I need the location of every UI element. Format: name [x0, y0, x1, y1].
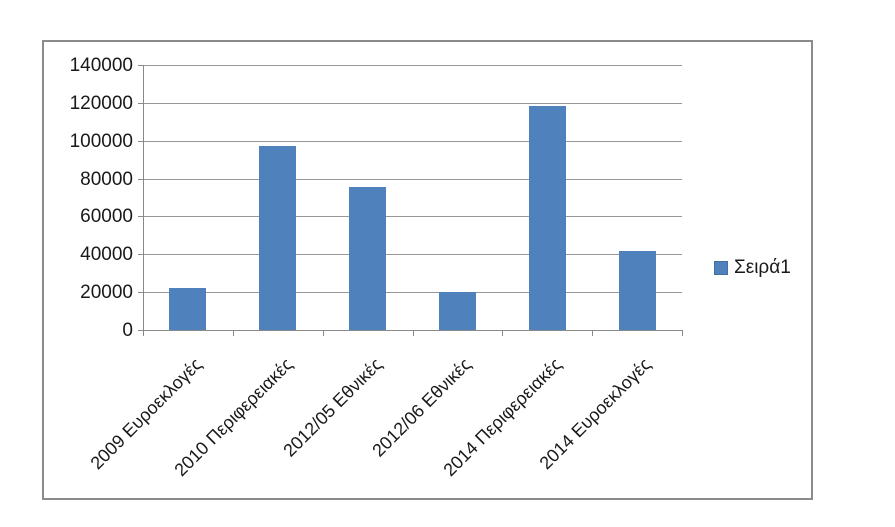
y-axis-tick-label: 80000 [80, 169, 133, 190]
y-axis-tick [138, 292, 143, 293]
y-axis-tick-label: 40000 [80, 244, 133, 265]
bar-2012/06 Εθνικές[interactable] [439, 292, 476, 330]
legend[interactable]: Σειρά1 [714, 256, 791, 280]
y-axis-tick-label: 20000 [80, 282, 133, 303]
x-axis-tick [682, 331, 683, 336]
gridline [143, 103, 682, 104]
y-axis-tick [138, 254, 143, 255]
x-axis-tick [233, 331, 234, 336]
y-axis-tick-label: 0 [122, 320, 133, 341]
bar-2014 Ευροεκλογές[interactable] [619, 251, 656, 330]
y-axis-tick [138, 179, 143, 180]
x-axis-tick [143, 331, 144, 336]
chart-frame: Σειρά1 0 20000 40000 60000 80000 100000 120000… [42, 40, 813, 500]
plot-area[interactable] [143, 65, 682, 330]
gridline [143, 65, 682, 66]
gridline [143, 216, 682, 217]
y-axis-tick-label: 140000 [69, 55, 133, 76]
y-axis-tick [138, 330, 143, 331]
x-axis-tick [413, 331, 414, 336]
y-axis-tick [138, 103, 143, 104]
legend-marker-icon [714, 261, 728, 275]
y-axis-line [143, 65, 144, 331]
x-axis-tick [592, 331, 593, 336]
y-axis-tick [138, 141, 143, 142]
bar-2012/05 Εθνικές[interactable] [349, 187, 386, 330]
gridline [143, 254, 682, 255]
gridline [143, 292, 682, 293]
y-axis-tick-label: 100000 [69, 131, 133, 152]
y-axis-tick-label: 60000 [80, 206, 133, 227]
y-axis-tick-label: 120000 [69, 93, 133, 114]
bar-2010 Περιφερειακές[interactable] [259, 146, 296, 330]
y-axis-tick [138, 65, 143, 66]
x-axis-tick [323, 331, 324, 336]
bar-2014 Περιφερειακές[interactable] [529, 106, 566, 330]
bar-2009 Ευροεκλογές[interactable] [169, 288, 206, 330]
legend-series-label: Σειρά1 [734, 257, 791, 278]
gridline [143, 179, 682, 180]
x-axis-line [143, 330, 683, 331]
y-axis-tick [138, 216, 143, 217]
x-axis-tick [502, 331, 503, 336]
gridline [143, 141, 682, 142]
